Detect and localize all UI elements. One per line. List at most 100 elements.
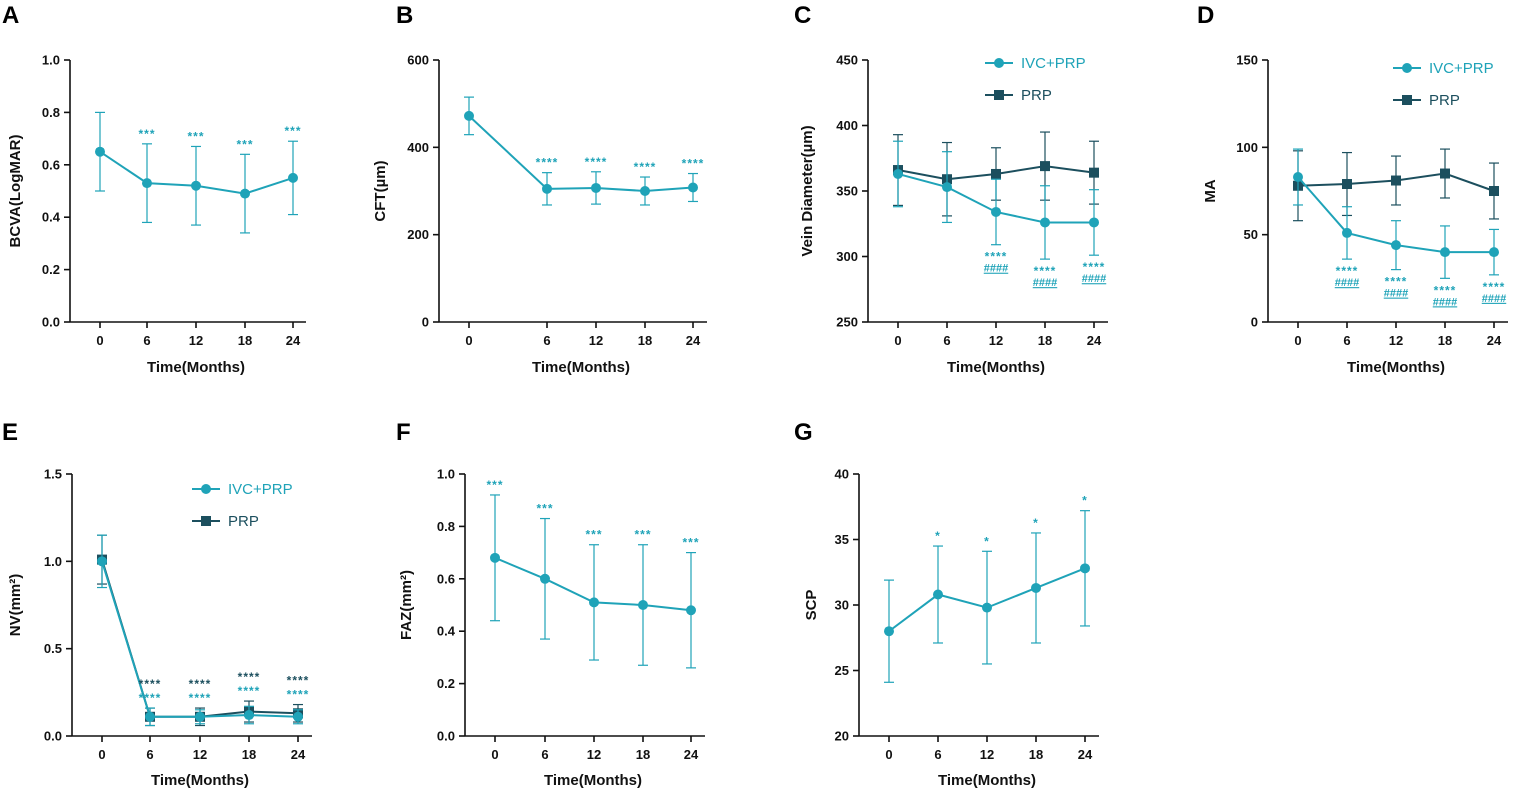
data-point: [942, 182, 952, 193]
series-ivc-prp: [97, 534, 303, 727]
data-point: [991, 168, 1001, 179]
data-point: [1040, 161, 1050, 172]
x-tick-label: 0: [885, 747, 892, 762]
data-point: [1342, 227, 1352, 238]
y-tick-label: 20: [835, 729, 849, 744]
y-tick-label: 400: [407, 140, 429, 155]
data-point: [1489, 186, 1499, 196]
y-tick-label: 50: [1244, 227, 1258, 242]
data-point: [1391, 175, 1401, 186]
x-tick-label: 18: [1029, 747, 1043, 762]
x-axis-title: Time(Months): [1347, 359, 1445, 376]
x-tick-label: 6: [541, 747, 548, 762]
y-tick-label: 0.0: [42, 315, 60, 330]
x-tick-label: 24: [1087, 333, 1102, 348]
x-tick-label: 24: [686, 333, 701, 348]
data-point: [195, 711, 205, 722]
y-tick-label: 0: [422, 315, 429, 330]
data-point: [240, 188, 250, 199]
legend-marker: [994, 90, 1004, 100]
y-tick-label: 0.0: [437, 729, 455, 744]
y-tick-label: 30: [835, 598, 849, 613]
x-tick-label: 24: [286, 333, 301, 348]
y-tick-label: 1.5: [44, 467, 62, 482]
x-tick-label: 6: [934, 747, 941, 762]
y-axis-title: NV(mm²): [7, 574, 24, 637]
data-point: [464, 110, 474, 121]
x-axis-title: Time(Months): [947, 359, 1045, 376]
data-point: [1080, 563, 1090, 574]
x-tick-label: 18: [1438, 333, 1452, 348]
x-tick-label: 6: [146, 747, 153, 762]
x-tick-label: 0: [491, 747, 498, 762]
y-tick-label: 350: [836, 184, 858, 199]
y-tick-label: 450: [836, 53, 858, 68]
y-axis-title: BCVA(LogMAR): [7, 134, 24, 247]
data-point: [893, 168, 903, 179]
significance-label: ***: [236, 137, 253, 151]
x-tick-label: 12: [589, 333, 603, 348]
significance-label: ****: [1434, 283, 1457, 297]
x-axis-title: Time(Months): [532, 359, 630, 376]
y-tick-label: 35: [835, 532, 849, 547]
data-point: [591, 182, 601, 193]
y-tick-label: 1.0: [44, 554, 62, 569]
panel-letter: G: [794, 419, 813, 446]
significance-label: ****: [238, 670, 261, 684]
x-tick-label: 24: [1078, 747, 1093, 762]
significance-label: ****: [1385, 275, 1408, 289]
x-tick-label: 12: [587, 747, 601, 762]
panel-letter: C: [794, 2, 811, 29]
y-tick-label: 200: [407, 227, 429, 242]
y-tick-label: 0.5: [44, 641, 62, 656]
data-point: [490, 552, 500, 563]
data-point: [884, 626, 894, 637]
significance-label: ****: [1336, 264, 1359, 278]
legend-marker: [1402, 63, 1412, 73]
data-point: [1089, 217, 1099, 228]
x-tick-label: 24: [291, 747, 306, 762]
panel-letter: E: [2, 419, 18, 446]
x-tick-label: 6: [543, 333, 550, 348]
significance-label: *: [984, 534, 990, 548]
y-axis-title: SCP: [803, 590, 820, 621]
data-point: [1031, 582, 1041, 593]
x-axis-title: Time(Months): [938, 772, 1036, 789]
y-tick-label: 0.4: [437, 624, 456, 639]
x-tick-label: 12: [980, 747, 994, 762]
x-tick-label: 18: [636, 747, 650, 762]
series-ivc-prp: [490, 494, 696, 669]
x-tick-label: 0: [894, 333, 901, 348]
data-point: [688, 182, 698, 193]
y-tick-label: 100: [1236, 140, 1258, 155]
x-tick-label: 18: [242, 747, 256, 762]
x-tick-label: 0: [1294, 333, 1301, 348]
y-tick-label: 0.2: [42, 262, 60, 277]
significance-label: ****: [1483, 280, 1506, 294]
y-tick-label: 25: [835, 663, 849, 678]
data-point: [293, 711, 303, 722]
x-tick-label: 12: [989, 333, 1003, 348]
panel-letter: F: [396, 419, 411, 446]
data-point: [1089, 167, 1099, 178]
y-tick-label: 0.4: [42, 210, 61, 225]
hash-significance-label: ####: [984, 263, 1008, 275]
y-tick-label: 1.0: [42, 53, 60, 68]
significance-label: ****: [1083, 260, 1106, 274]
data-point: [1342, 179, 1352, 190]
hash-significance-label: ####: [1082, 273, 1106, 285]
data-point: [1489, 247, 1499, 258]
x-tick-label: 0: [98, 747, 105, 762]
hash-significance-label: ####: [1033, 277, 1057, 289]
y-tick-label: 400: [836, 118, 858, 133]
legend-marker: [201, 516, 211, 526]
y-tick-label: 0.0: [44, 729, 62, 744]
data-point: [686, 605, 696, 616]
legend-label: PRP: [1429, 92, 1460, 109]
series-ivc-prp: [893, 140, 1099, 260]
data-point: [933, 589, 943, 600]
data-point: [142, 178, 152, 189]
x-tick-label: 0: [96, 333, 103, 348]
data-point: [1040, 217, 1050, 228]
panel-letter: D: [1197, 2, 1214, 29]
